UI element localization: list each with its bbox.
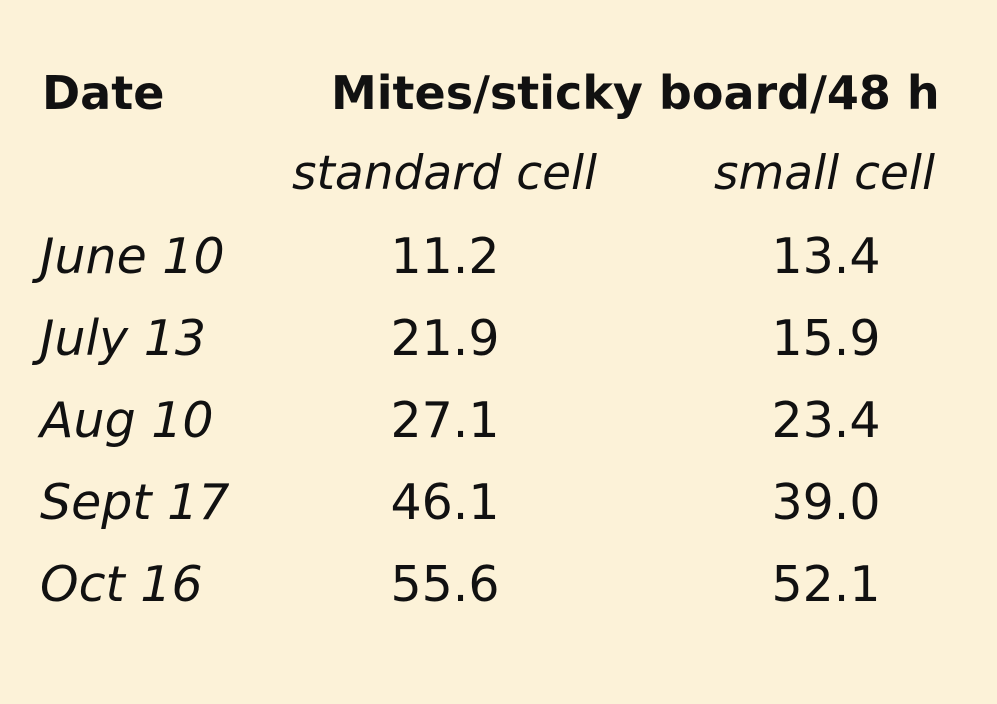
row-standard-value: 55.6	[390, 556, 500, 613]
subheader-standard-cell: standard cell	[292, 146, 598, 201]
subheader-small-cell: small cell	[714, 146, 936, 201]
row-small-value: 15.9	[771, 310, 881, 367]
row-standard-value: 27.1	[390, 392, 500, 449]
row-small-value: 39.0	[771, 474, 881, 531]
row-date: July 13	[40, 310, 207, 367]
header-date: Date	[42, 66, 165, 120]
row-standard-value: 21.9	[390, 310, 500, 367]
row-date: Sept 17	[40, 474, 230, 531]
row-date: Oct 16	[40, 556, 203, 613]
row-date: June 10	[40, 228, 225, 285]
row-small-value: 23.4	[771, 392, 881, 449]
row-small-value: 13.4	[771, 228, 881, 285]
row-standard-value: 11.2	[390, 228, 500, 285]
header-measure: Mites/sticky board/48 h	[331, 66, 940, 120]
row-date: Aug 10	[40, 392, 214, 449]
row-small-value: 52.1	[771, 556, 881, 613]
row-standard-value: 46.1	[390, 474, 500, 531]
